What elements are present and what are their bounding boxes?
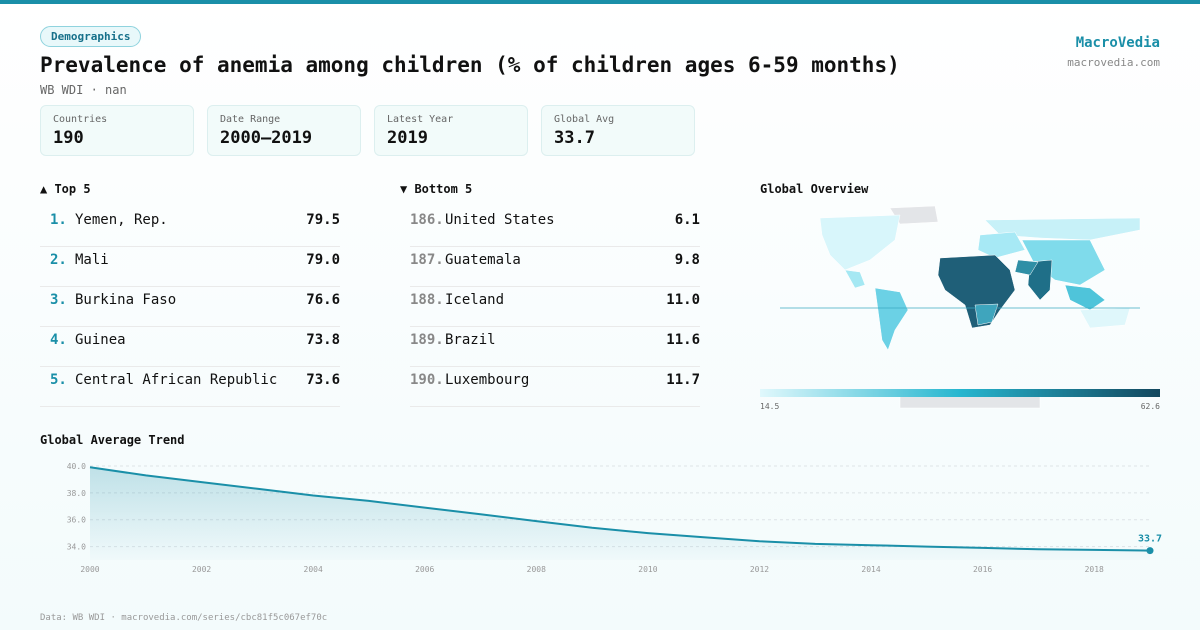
rank: 4. [50,332,67,348]
value: 11.6 [666,332,700,348]
scale-min: 14.5 [760,402,779,411]
stat-label: Countries [53,114,108,125]
rank: 188. [410,292,444,308]
rank: 3. [50,292,67,308]
rank: 186. [410,212,444,228]
value: 9.8 [674,252,700,268]
rank-row: 4. Guinea 73.8 [40,326,340,367]
x-tick-label: 2004 [304,565,323,574]
tag: Demographics [40,26,142,47]
rank-row: 186. United States 6.1 [410,206,700,247]
rank: 187. [410,252,444,268]
stat-card: Date Range 2000–2019 [207,105,361,156]
stat-card: Global Avg 33.7 [541,105,695,156]
stat-label: Global Avg [554,114,615,125]
color-scale [760,389,1160,397]
rank: 2. [50,252,67,268]
end-point [1146,547,1154,555]
stat-value: 2000–2019 [220,128,313,148]
site: macrovedia.com [1067,56,1160,69]
stat-card: Countries 190 [40,105,194,156]
stat-card: Latest Year 2019 [374,105,528,156]
country: Central African Republic [75,372,278,388]
section-title: Global Overview [760,182,869,196]
x-tick-label: 2018 [1085,565,1104,574]
x-tick-label: 2016 [973,565,992,574]
value: 11.0 [666,292,700,308]
scale-max: 62.6 [1141,402,1160,411]
rank-row: 5. Central African Republic 73.6 [40,366,340,407]
country: Guinea [75,332,126,348]
y-tick-label: 34.0 [67,543,86,552]
rank-row: 188. Iceland 11.0 [410,286,700,327]
value: 79.0 [306,252,340,268]
rank-row: 189. Brazil 11.6 [410,326,700,367]
rank-row: 2. Mali 79.0 [40,246,340,287]
country: Guatemala [445,252,521,268]
stat-value: 2019 [387,128,428,148]
stat-label: Date Range [220,114,281,125]
country: Burkina Faso [75,292,177,308]
value: 6.1 [674,212,700,228]
footer: Data: WB WDI · macrovedia.com/series/cbc… [40,613,328,623]
value: 79.5 [306,212,340,228]
stat-value: 190 [53,128,84,148]
end-label: 33.7 [1138,534,1162,545]
stat-label: Latest Year [387,114,454,125]
x-tick-label: 2000 [80,565,99,574]
x-tick-label: 2006 [415,565,434,574]
x-tick-label: 2012 [750,565,769,574]
x-tick-label: 2014 [861,565,880,574]
map-shapes [819,205,1141,409]
rank-row: 3. Burkina Faso 76.6 [40,286,340,327]
subtitle: WB WDI · nan [40,83,127,97]
chart-title: Global Average Trend [40,433,185,447]
country: Iceland [445,292,505,308]
top-bar [0,0,1200,4]
rank-row: 187. Guatemala 9.8 [410,246,700,287]
value: 11.7 [666,372,700,388]
y-tick-label: 38.0 [67,489,86,498]
stat-value: 33.7 [554,128,595,148]
x-tick-label: 2008 [527,565,546,574]
country: Mali [75,252,109,268]
value: 73.8 [306,332,340,348]
x-tick-label: 2002 [192,565,211,574]
country: Yemen, Rep. [75,212,168,228]
line [89,466,1151,552]
rank: 189. [410,332,444,348]
brand: MacroVedia [1075,35,1160,51]
country: Brazil [445,332,496,348]
section-title: ▼ Bottom 5 [400,182,473,196]
world-map: 14.5 62.6 [760,205,1160,411]
section-title: ▲ Top 5 [40,182,91,196]
title: Prevalence of anemia among children (% o… [40,53,900,77]
country: United States [445,212,555,228]
country: Luxembourg [445,372,530,388]
y-tick-label: 40.0 [67,462,86,471]
rank-row: 190. Luxembourg 11.7 [410,366,700,407]
chart: 34.0 36.0 38.0 40.0 2000 2002 2004 2006 2008 2010… [67,462,1162,574]
rank: 190. [410,372,444,388]
rank-row: 1. Yemen, Rep. 79.5 [40,206,340,247]
value: 73.6 [306,372,340,388]
area [90,467,1150,560]
y-tick-label: 36.0 [67,516,86,525]
rank: 5. [50,372,67,388]
value: 76.6 [306,292,340,308]
rank: 1. [50,212,67,228]
x-tick-label: 2010 [638,565,657,574]
